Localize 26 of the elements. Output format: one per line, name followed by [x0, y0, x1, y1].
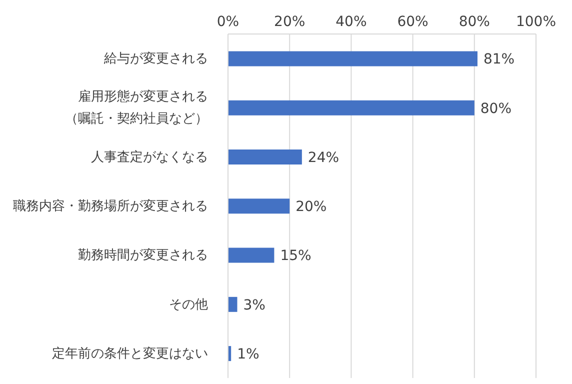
data-label: 80% [480, 100, 512, 117]
y-tick-label: 勤務時間が変更される [78, 246, 208, 263]
x-tick-label: 80% [458, 14, 490, 30]
y-tick-label: 人事査定がなくなる [91, 149, 208, 164]
x-tick-label: 0% [216, 14, 240, 30]
data-label: 1% [237, 346, 260, 363]
bar [228, 100, 474, 116]
x-tick-label: 100% [516, 14, 556, 30]
y-tick-label: その他 [169, 296, 208, 312]
bar [228, 296, 238, 312]
y-tick-label: 給与が変更される [103, 50, 208, 66]
data-label: 20% [296, 199, 327, 216]
data-label: 15% [280, 248, 312, 264]
y-tick-label: 雇用形態が変更される（嘱託・契約社員など） [65, 88, 208, 126]
data-label: 24% [308, 150, 340, 166]
y-tick-label: 定年前の条件と変更はない [52, 344, 208, 361]
data-label: 3% [243, 297, 266, 314]
data-label: 81% [483, 52, 515, 68]
bar [228, 149, 302, 164]
x-tick-label: 60% [397, 14, 428, 30]
x-tick-label: 40% [336, 14, 367, 30]
y-tick-label: 職務内容・勤務場所が変更される [13, 198, 208, 214]
bar [228, 198, 290, 214]
bar [228, 248, 274, 263]
bar [228, 51, 478, 66]
x-tick-label: 20% [274, 14, 306, 30]
